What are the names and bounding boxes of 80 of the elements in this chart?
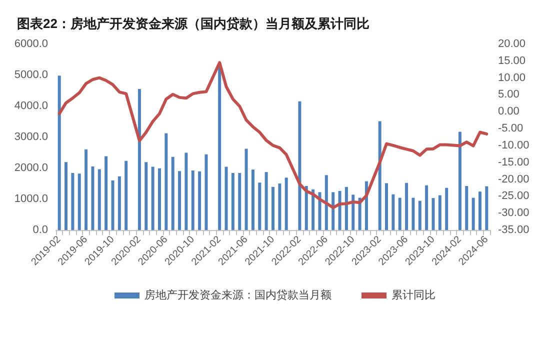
y-tick-label: 5000.0 bbox=[14, 69, 48, 81]
bar bbox=[485, 186, 488, 230]
bar bbox=[398, 198, 402, 230]
bar bbox=[171, 156, 174, 230]
bar bbox=[178, 171, 182, 230]
legend-label: 房地产开发资金来源：国内贷款当月额 bbox=[144, 288, 332, 302]
bar bbox=[472, 198, 475, 230]
bar bbox=[151, 166, 154, 230]
bar bbox=[238, 172, 242, 230]
y2-tick-label: 10.00 bbox=[498, 72, 526, 84]
y2-tick-label: -30.00 bbox=[498, 207, 530, 220]
bar bbox=[338, 190, 342, 230]
bar bbox=[344, 186, 348, 230]
bar bbox=[458, 132, 462, 230]
bar bbox=[164, 133, 168, 230]
y2-tick-label: -20.00 bbox=[498, 173, 530, 186]
bar bbox=[352, 194, 355, 230]
bar bbox=[465, 186, 468, 230]
bar bbox=[244, 148, 248, 230]
y2-tick-label: 5.00 bbox=[498, 88, 520, 101]
line-series bbox=[58, 61, 488, 210]
y-tick-label: 3000.0 bbox=[14, 131, 48, 143]
bar bbox=[385, 183, 388, 230]
bar bbox=[445, 188, 448, 230]
bar bbox=[138, 88, 141, 230]
bar bbox=[312, 189, 315, 230]
bar bbox=[191, 170, 194, 230]
bar bbox=[158, 168, 161, 230]
bar bbox=[71, 172, 74, 230]
bar bbox=[184, 152, 188, 230]
y2-tick-label: -10.00 bbox=[498, 139, 530, 152]
y2-tick-label: -25.00 bbox=[498, 190, 530, 202]
bar bbox=[332, 192, 335, 230]
y-tick-label: 1000.0 bbox=[14, 193, 48, 205]
bar bbox=[251, 170, 254, 230]
chart-title: 图表22：房地产开发资金来源（国内贷款）当月额及累计同比 bbox=[17, 16, 370, 31]
legend-label: 累计同比 bbox=[392, 288, 436, 302]
bar bbox=[64, 162, 68, 230]
bar bbox=[438, 195, 442, 230]
bar bbox=[124, 160, 128, 230]
bar bbox=[264, 172, 268, 230]
bar bbox=[258, 182, 262, 230]
bar bbox=[278, 184, 282, 230]
bar bbox=[144, 162, 148, 230]
y-tick-label: 2000.0 bbox=[14, 162, 48, 174]
bar bbox=[272, 186, 274, 230]
bar bbox=[392, 194, 395, 230]
bar bbox=[231, 172, 234, 230]
bar bbox=[284, 178, 288, 230]
y-tick-label: 6000.0 bbox=[14, 38, 48, 50]
bar bbox=[204, 154, 208, 230]
bar bbox=[84, 149, 88, 230]
bar bbox=[298, 101, 302, 230]
bar bbox=[418, 200, 422, 230]
bar bbox=[432, 198, 435, 230]
bar bbox=[91, 166, 94, 230]
bar bbox=[118, 176, 121, 230]
y2-tick-label: -35.00 bbox=[498, 224, 530, 236]
bar bbox=[425, 185, 428, 230]
y2-tick-label: -15.00 bbox=[498, 156, 530, 168]
y-tick-label: 0.0 bbox=[32, 224, 48, 236]
bar bbox=[478, 192, 482, 230]
bar bbox=[412, 198, 415, 230]
y-tick-label: 4000.0 bbox=[14, 100, 48, 112]
y2-tick-label: -5.00 bbox=[498, 122, 524, 135]
bar bbox=[104, 156, 108, 230]
bar bbox=[58, 76, 61, 230]
bar bbox=[198, 171, 202, 230]
bar bbox=[111, 180, 114, 230]
y2-tick-label: 0.00 bbox=[498, 106, 520, 118]
bar bbox=[324, 175, 328, 230]
bar bbox=[318, 192, 322, 230]
bar bbox=[224, 166, 228, 230]
y2-tick-label: 20.00 bbox=[498, 38, 526, 50]
bar bbox=[304, 186, 308, 230]
bar bbox=[98, 169, 101, 230]
bar bbox=[78, 174, 81, 230]
y2-tick-label: 15.00 bbox=[498, 54, 526, 67]
bar bbox=[378, 121, 382, 230]
bar bbox=[405, 182, 408, 230]
